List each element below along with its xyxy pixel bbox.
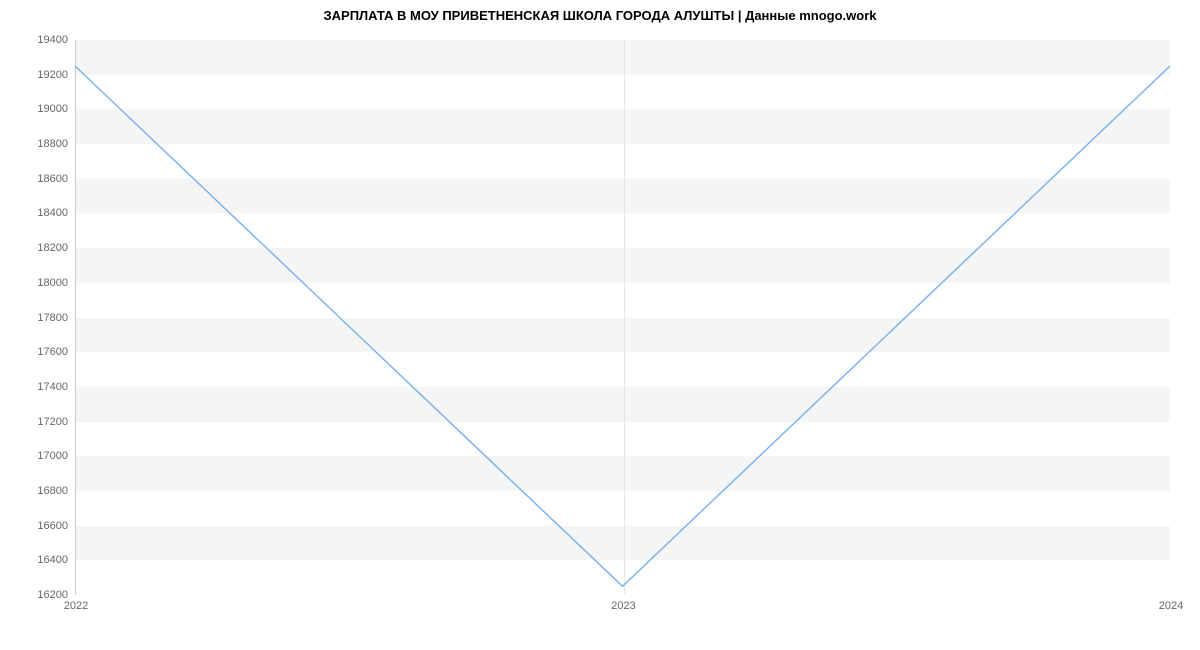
y-tick-label: 18200 — [37, 242, 68, 254]
x-tick-label: 2022 — [64, 600, 88, 612]
y-tick-label: 16600 — [37, 520, 68, 532]
y-tick-label: 18800 — [37, 138, 68, 150]
chart-plot-area: 1620016400166001680017000172001740017600… — [75, 40, 1170, 595]
y-tick-label: 17800 — [37, 312, 68, 324]
y-tick-label: 17400 — [37, 381, 68, 393]
y-tick-label: 18400 — [37, 207, 68, 219]
y-tick-label: 16800 — [37, 485, 68, 497]
x-tick-label: 2023 — [611, 600, 635, 612]
y-tick-label: 17600 — [37, 346, 68, 358]
y-tick-label: 18000 — [37, 277, 68, 289]
series-line-salary — [75, 66, 1170, 586]
y-tick-label: 19400 — [37, 34, 68, 46]
x-tick-label: 2024 — [1159, 600, 1183, 612]
y-tick-label: 18600 — [37, 173, 68, 185]
y-tick-label: 17200 — [37, 416, 68, 428]
y-tick-label: 16400 — [37, 554, 68, 566]
y-tick-label: 19200 — [37, 69, 68, 81]
y-tick-label: 19000 — [37, 103, 68, 115]
y-tick-label: 17000 — [37, 450, 68, 462]
chart-title: ЗАРПЛАТА В МОУ ПРИВЕТНЕНСКАЯ ШКОЛА ГОРОД… — [0, 0, 1200, 23]
